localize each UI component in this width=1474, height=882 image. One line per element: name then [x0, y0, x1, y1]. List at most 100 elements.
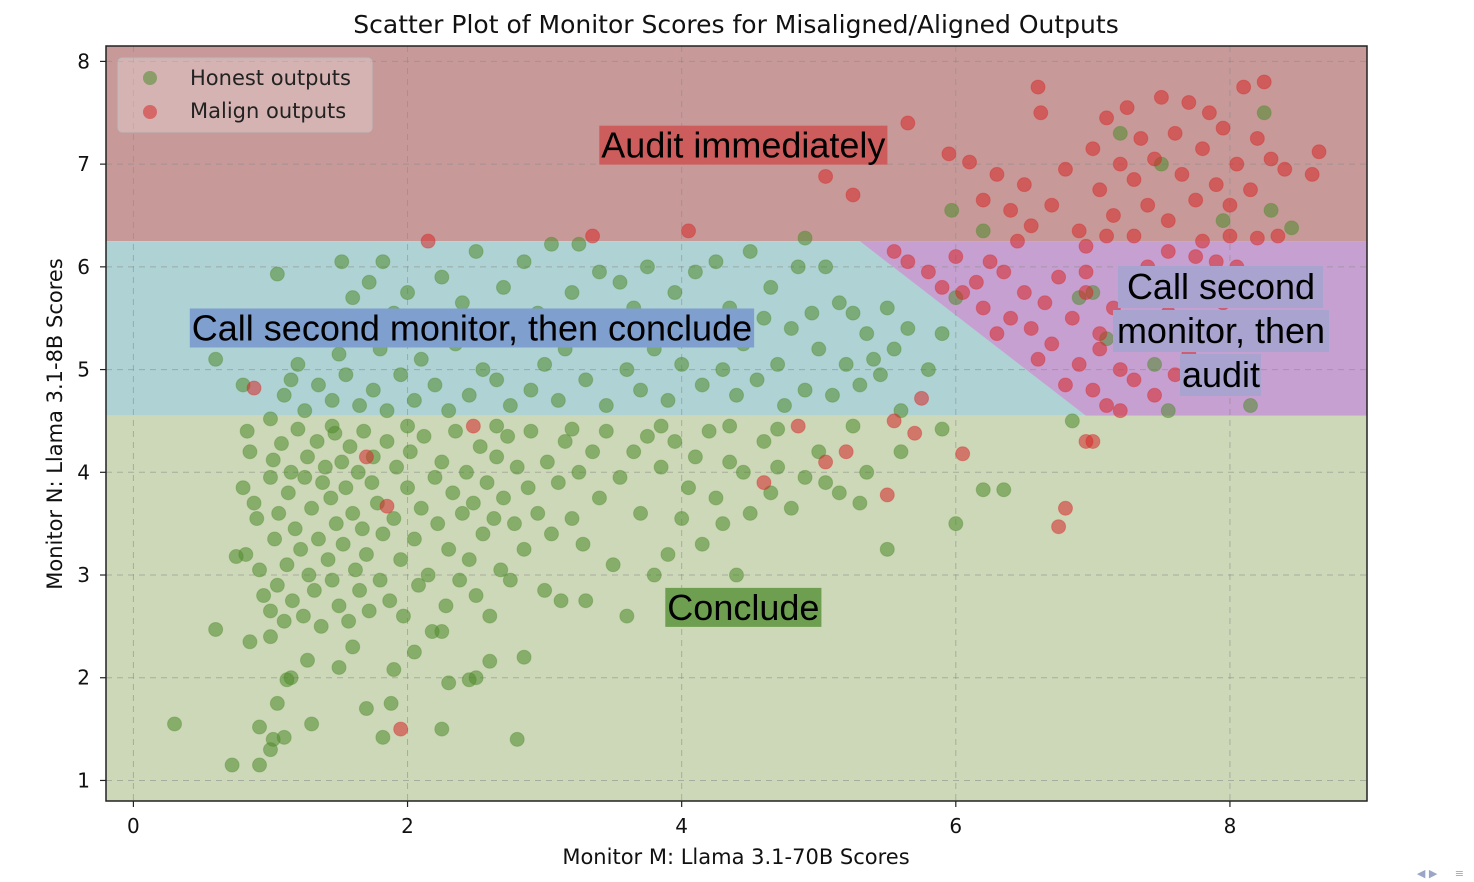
- honest-output-point: [242, 444, 258, 460]
- honest-output-point: [393, 367, 409, 383]
- honest-output-point: [523, 423, 539, 439]
- malign-output-point: [790, 418, 806, 434]
- honest-output-point: [461, 552, 477, 568]
- honest-output-point: [811, 444, 827, 460]
- honest-output-point: [382, 593, 398, 609]
- region-label-text: Audit immediately: [601, 125, 885, 166]
- honest-output-point: [315, 475, 331, 491]
- honest-output-point: [335, 536, 351, 552]
- honest-output-point: [681, 480, 697, 496]
- honest-output-point: [269, 577, 285, 593]
- honest-output-point: [413, 351, 429, 367]
- x-axis-ticks: 0 2 4 6 8: [127, 801, 1236, 838]
- malign-output-point: [900, 254, 916, 270]
- honest-output-point: [208, 351, 224, 367]
- honest-output-point: [934, 421, 950, 437]
- malign-output-point: [1016, 285, 1032, 301]
- honest-output-point: [395, 608, 411, 624]
- honest-output-point: [859, 464, 875, 480]
- malign-output-point: [886, 243, 902, 259]
- honest-output-point: [489, 449, 505, 465]
- honest-output-point: [475, 526, 491, 542]
- y-tick-label: 6: [77, 255, 90, 279]
- malign-output-point: [1181, 94, 1197, 110]
- malign-output-point: [818, 454, 834, 470]
- honest-output-point: [879, 300, 895, 316]
- x-tick-label: 4: [675, 814, 688, 838]
- honest-output-point: [500, 428, 516, 444]
- honest-output-point: [283, 670, 299, 686]
- malign-output-point: [681, 223, 697, 239]
- honest-output-point: [273, 436, 289, 452]
- honest-output-point: [763, 279, 779, 295]
- honest-output-point: [434, 454, 450, 470]
- honest-output-point: [252, 757, 268, 773]
- honest-output-point: [776, 398, 792, 414]
- malign-output-point: [1112, 403, 1128, 419]
- honest-output-point: [256, 588, 272, 604]
- honest-output-point: [770, 459, 786, 475]
- honest-output-point: [345, 290, 361, 306]
- honest-output-point: [605, 557, 621, 573]
- honest-output-point: [452, 572, 468, 588]
- honest-output-point: [493, 562, 509, 578]
- honest-output-point: [265, 452, 281, 468]
- honest-output-point: [742, 243, 758, 259]
- malign-output-point: [1030, 79, 1046, 95]
- honest-output-point: [246, 495, 262, 511]
- honest-output-point: [920, 362, 936, 378]
- honest-output-point: [1256, 105, 1272, 121]
- honest-output-point: [804, 305, 820, 321]
- malign-output-point: [941, 146, 957, 162]
- legend-marker-malign: [143, 105, 157, 119]
- honest-output-point: [320, 552, 336, 568]
- honest-output-point: [553, 593, 569, 609]
- honest-output-point: [284, 593, 300, 609]
- malign-output-point: [1099, 398, 1115, 414]
- honest-output-point: [564, 285, 580, 301]
- honest-output-point: [379, 403, 395, 419]
- honest-output-point: [489, 418, 505, 434]
- malign-output-point: [1092, 326, 1108, 342]
- honest-output-point: [287, 521, 303, 537]
- malign-output-point: [1078, 285, 1094, 301]
- honest-output-point: [506, 516, 522, 532]
- malign-output-point: [1222, 228, 1238, 244]
- honest-output-point: [434, 721, 450, 737]
- malign-output-point: [1147, 387, 1163, 403]
- honest-output-point: [299, 652, 315, 668]
- honest-output-point: [235, 480, 251, 496]
- honest-output-point: [375, 254, 391, 270]
- honest-output-point: [279, 557, 295, 573]
- honest-output-point: [458, 464, 474, 480]
- malign-output-point: [1003, 310, 1019, 326]
- honest-output-point: [770, 356, 786, 372]
- honest-output-point: [715, 516, 731, 532]
- honest-output-point: [694, 536, 710, 552]
- honest-output-point: [297, 403, 313, 419]
- honest-output-point: [571, 236, 587, 252]
- malign-output-point: [1051, 269, 1067, 285]
- honest-output-point: [283, 372, 299, 388]
- honest-output-point: [383, 695, 399, 711]
- y-tick-label: 8: [77, 49, 90, 73]
- honest-output-point: [516, 649, 532, 665]
- honest-output-point: [729, 387, 744, 403]
- honest-output-point: [208, 621, 224, 637]
- malign-output-point: [975, 192, 991, 208]
- honest-output-point: [238, 546, 254, 562]
- honest-output-point: [347, 562, 363, 578]
- malign-output-point: [1003, 202, 1019, 218]
- honest-output-point: [358, 546, 374, 562]
- region-label-text: Conclude: [667, 587, 819, 628]
- honest-output-point: [400, 480, 416, 496]
- honest-output-point: [612, 469, 628, 485]
- honest-output-point: [252, 719, 268, 735]
- malign-output-point: [1033, 105, 1049, 121]
- honest-output-point: [852, 495, 868, 511]
- honest-output-point: [486, 511, 502, 527]
- honest-output-point: [262, 603, 278, 619]
- malign-output-point: [585, 228, 601, 244]
- honest-output-point: [619, 362, 635, 378]
- honest-output-point: [495, 279, 511, 295]
